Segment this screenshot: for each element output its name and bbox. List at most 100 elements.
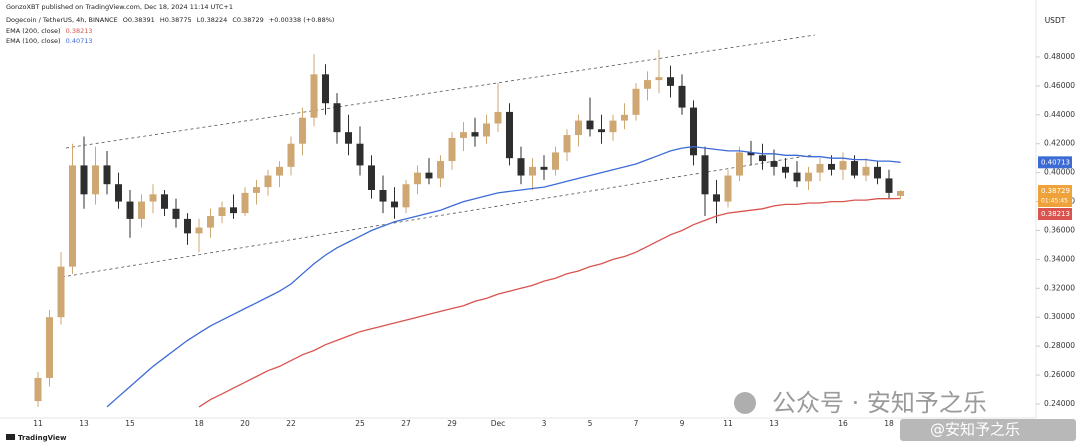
candle-body (310, 74, 318, 118)
candle-body (57, 266, 65, 318)
ohlc-prefix: H (160, 16, 165, 24)
candle-body (126, 201, 134, 219)
countdown: 01:45:45 (1041, 198, 1068, 205)
y-tick-label: 0.26000 (1044, 370, 1075, 379)
x-tick-label: 22 (286, 419, 296, 428)
candle-body (80, 165, 88, 195)
candle-body (759, 155, 766, 162)
legend-name: EMA (100, close) (6, 37, 61, 45)
candle-body (828, 163, 835, 170)
ema100-price-bg (1038, 156, 1072, 169)
candle-body (69, 165, 76, 267)
candle-body (609, 120, 617, 133)
x-tick-label: Dec (491, 419, 506, 428)
candle-body (448, 137, 456, 162)
ema200-price: 0.38213 (1041, 210, 1070, 218)
watermark-icon (734, 392, 756, 414)
candle-body (575, 120, 582, 136)
candle-body (552, 152, 559, 170)
symbol-line: Dogecoin / TetherUS, 4h, BINANCE O0.3839… (6, 16, 334, 24)
candle-body (747, 152, 755, 156)
candle-body (736, 152, 743, 176)
currency: USDT (1045, 16, 1066, 25)
candle-body (897, 191, 904, 196)
candle-body (701, 155, 709, 195)
y-tick-label: 0.42000 (1044, 139, 1075, 148)
candle-body (494, 111, 502, 124)
candle-body (218, 207, 226, 217)
candle-body (345, 132, 352, 144)
candle-body (667, 77, 674, 86)
ema-line (198, 197, 901, 408)
y-tick-label: 0.46000 (1044, 81, 1075, 90)
x-tick-label: 18 (194, 419, 204, 428)
candle-body (770, 161, 778, 167)
candle-body (103, 165, 111, 185)
candle-body (414, 172, 421, 185)
watermark-text: 公众号 · 安知予之乐 (772, 389, 987, 417)
y-tick-label: 0.36000 (1044, 225, 1075, 234)
watermark: 公众号 · 安知予之乐 @安知予之乐 (734, 389, 1076, 441)
candle-body (644, 80, 651, 89)
ema200-price-bg (1038, 208, 1072, 221)
candle-body (724, 175, 732, 202)
logo-mark (6, 434, 15, 440)
channel-upper (65, 34, 816, 149)
candle-body (816, 163, 824, 173)
candle-body (92, 165, 99, 195)
candle-body (172, 208, 180, 219)
candle-body (885, 178, 893, 193)
candle-body (379, 189, 387, 202)
y-tick-label: 0.34000 (1044, 254, 1075, 263)
ohlc-prefix: C (232, 16, 237, 24)
candle-body (287, 143, 295, 167)
published-line: GonzoXBT published on TradingView.com, D… (6, 3, 233, 11)
candle-body (437, 161, 444, 179)
candle-body (839, 161, 847, 170)
candle-body (586, 120, 594, 130)
candle-body (207, 216, 214, 228)
candle-body (540, 166, 548, 170)
candle-body (253, 187, 260, 193)
x-tick-label: 13 (769, 419, 779, 428)
y-tick-label: 0.32000 (1044, 283, 1075, 292)
candle-body (506, 111, 513, 159)
handle-bg (900, 419, 1076, 441)
x-tick-label: 15 (125, 419, 135, 428)
last-price-bg (1038, 185, 1072, 208)
ohlc-prefix: L (197, 16, 201, 24)
last-price: 0.38729 (1041, 187, 1070, 195)
candle-body (34, 377, 42, 402)
candle-body (529, 166, 536, 176)
candle-body (563, 135, 571, 153)
candle-body (782, 166, 789, 173)
legend-ema100: EMA (100, close) 0.40713 (6, 37, 93, 45)
change: +0.00338 (+0.88%) (269, 16, 335, 24)
candle-body (322, 74, 329, 104)
x-tick-label: 29 (447, 419, 457, 428)
y-tick-label: 0.28000 (1044, 341, 1075, 350)
x-tick-label: 25 (355, 419, 365, 428)
candle-body (241, 192, 249, 214)
ohlc-value: 0.38224 (200, 16, 227, 24)
x-tick-label: 9 (680, 419, 685, 428)
x-tick-label: 18 (884, 419, 894, 428)
symbol: Dogecoin / TetherUS, 4h, BINANCE (6, 16, 118, 24)
candle-body (460, 132, 467, 138)
candle-body (862, 166, 870, 176)
candle-body (46, 317, 53, 378)
legend-value: 0.38213 (66, 27, 93, 35)
candle-body (690, 107, 697, 156)
candle-body (391, 201, 398, 208)
candle-body (230, 207, 237, 214)
candle-body (115, 184, 122, 202)
candle-body (598, 129, 605, 133)
channel-lower (61, 154, 813, 278)
legend-value: 0.40713 (66, 37, 93, 45)
x-tick-label: 11 (33, 419, 43, 428)
x-tick-label: 16 (838, 419, 848, 428)
y-tick-label: 0.44000 (1044, 110, 1075, 119)
candle-body (184, 218, 191, 234)
brand-logo: TradingView (6, 434, 67, 442)
